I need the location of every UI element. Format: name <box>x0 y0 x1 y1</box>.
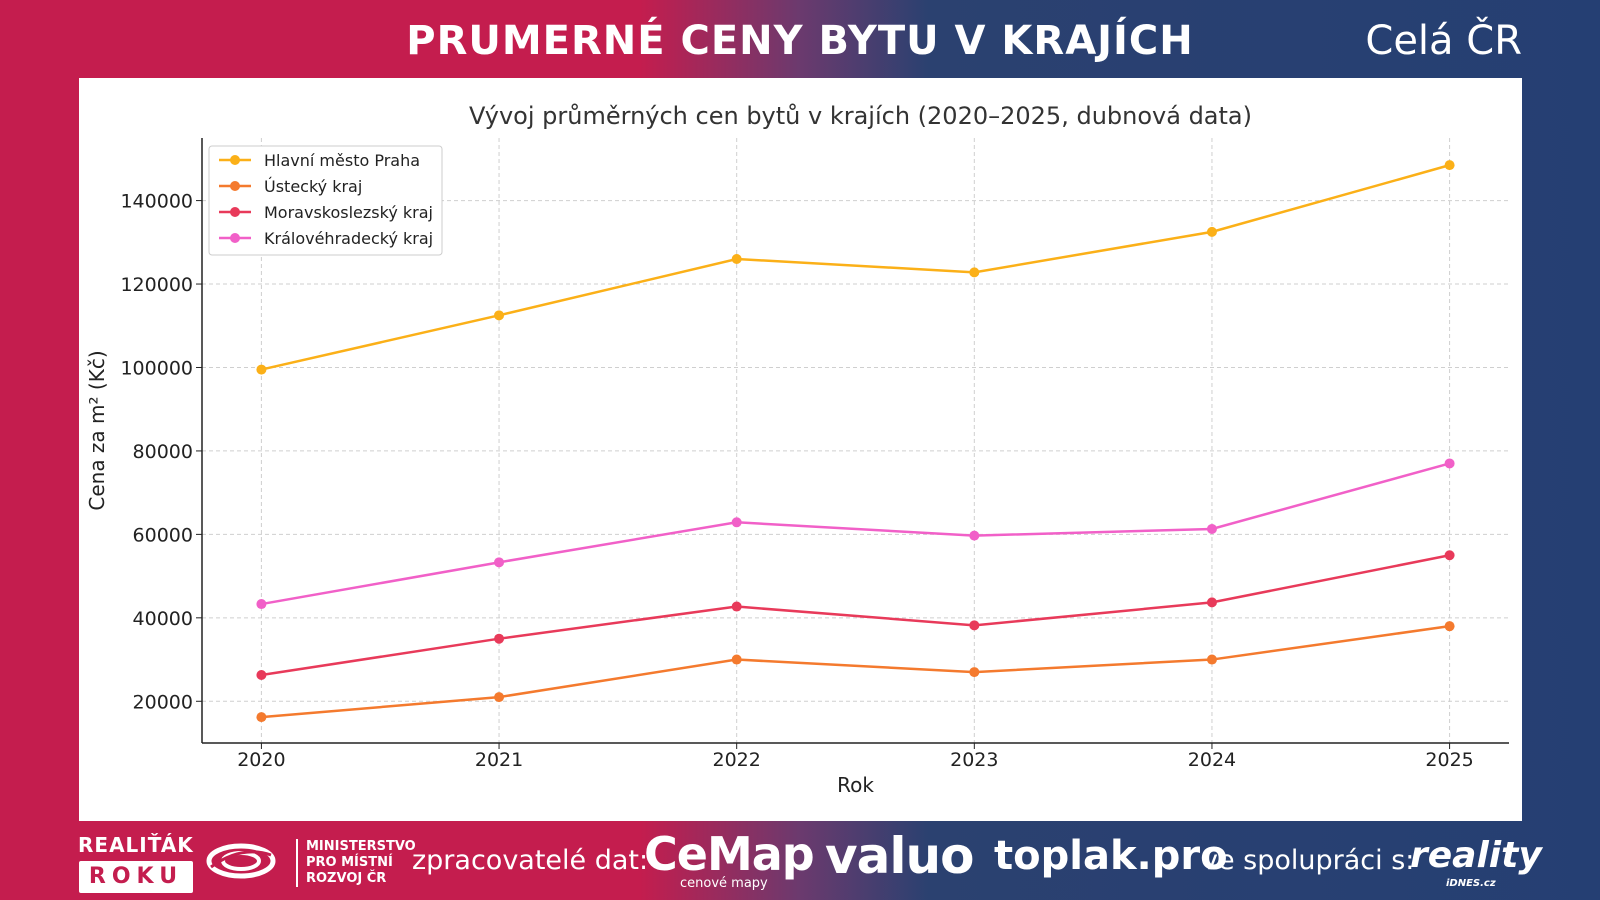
processors-label: zpracovatelé dat: <box>412 845 649 876</box>
realitak-logo-text: REALIŤÁK <box>78 833 194 857</box>
reality-idnes-logo: reality <box>1410 835 1542 876</box>
data-point <box>731 254 742 264</box>
data-point <box>1206 654 1217 665</box>
y-axis-label: Cena za m² (Kč) <box>85 350 109 510</box>
toplak-logo: toplak.pro <box>994 833 1228 879</box>
data-point <box>494 633 505 644</box>
data-point <box>494 692 505 703</box>
data-point <box>256 599 267 610</box>
y-tick-label: 100000 <box>120 357 193 379</box>
y-tick-label: 20000 <box>133 691 193 713</box>
y-tick-label: 140000 <box>120 191 193 213</box>
y-tick-label: 40000 <box>133 608 193 630</box>
legend-entry: Královéhradecký kraj <box>264 229 433 248</box>
region-label: Celá ČR <box>1365 18 1522 64</box>
data-point <box>256 669 267 680</box>
data-point <box>969 530 980 541</box>
legend-swatch-marker <box>230 233 240 243</box>
data-point <box>731 517 742 528</box>
ministry-line: PRO MÍSTNÍ <box>306 855 393 870</box>
data-point <box>1444 160 1455 171</box>
data-point <box>256 712 267 723</box>
page-title: PRUMERNÉ CENY BYTU V KRAJÍCH <box>406 18 1194 64</box>
y-tick-label: 60000 <box>133 524 193 546</box>
data-point <box>1444 550 1455 561</box>
chart-panel: Vývoj průměrných cen bytů v krajích (202… <box>79 78 1522 821</box>
x-tick-label: 2021 <box>475 749 523 771</box>
legend-entry: Hlavní město Praha <box>264 151 420 170</box>
series-line <box>261 554 1450 677</box>
series-line <box>261 462 1450 606</box>
data-point <box>256 364 267 375</box>
ministry-line: ROZVOJ ČR <box>306 871 387 886</box>
x-tick-label: 2020 <box>237 749 285 771</box>
x-tick-label: 2022 <box>713 749 761 771</box>
legend-box <box>208 145 443 256</box>
legend-entry: Ústecký kraj <box>264 177 362 196</box>
footer: REALIŤÁK ROKU MINISTERSTVO PRO MÍSTNÍ RO… <box>0 821 1600 900</box>
valuo-logo: valuo <box>825 827 974 885</box>
x-tick-label: 2023 <box>950 749 998 771</box>
data-point <box>1444 621 1455 632</box>
data-point <box>969 667 980 678</box>
legend-swatch-marker <box>230 181 240 191</box>
data-point <box>1206 226 1217 237</box>
data-point <box>969 267 980 278</box>
line-chart: Vývoj průměrných cen bytů v krajích (202… <box>85 102 1509 797</box>
data-point <box>494 310 505 321</box>
data-point <box>1444 458 1455 469</box>
data-point <box>731 601 742 612</box>
y-tick-label: 120000 <box>120 274 193 296</box>
x-tick-label: 2024 <box>1188 749 1236 771</box>
x-axis-label: Rok <box>837 773 874 797</box>
series-line <box>261 163 1450 371</box>
cemap-logo: CeMap <box>644 827 815 881</box>
data-point <box>969 620 980 631</box>
x-tick-label: 2025 <box>1425 749 1473 771</box>
legend-swatch-marker <box>230 207 240 217</box>
legend-swatch-marker <box>230 155 240 165</box>
chart-title: Vývoj průměrných cen bytů v krajích (202… <box>469 102 1252 130</box>
data-point <box>731 654 742 665</box>
roku-badge: ROKU <box>79 861 193 893</box>
cemap-subtitle: cenové mapy <box>680 876 768 891</box>
data-point <box>494 557 505 568</box>
ministry-logo-icon <box>206 843 276 879</box>
ministry-name: MINISTERSTVO PRO MÍSTNÍ ROZVOJ ČR <box>296 839 416 887</box>
legend: Hlavní město Praha Ústecký kraj Moravskosl… <box>208 145 443 256</box>
series-line <box>261 624 1450 719</box>
y-tick-label: 80000 <box>133 441 193 463</box>
idnes-logo-sub: iDNES.cz <box>1446 878 1496 889</box>
legend-entry: Moravskoslezský kraj <box>264 203 433 222</box>
ministry-line: MINISTERSTVO <box>306 839 416 854</box>
data-point <box>1206 597 1217 608</box>
data-point <box>1206 523 1217 534</box>
collaboration-label: ve spolupráci s: <box>1202 845 1415 876</box>
